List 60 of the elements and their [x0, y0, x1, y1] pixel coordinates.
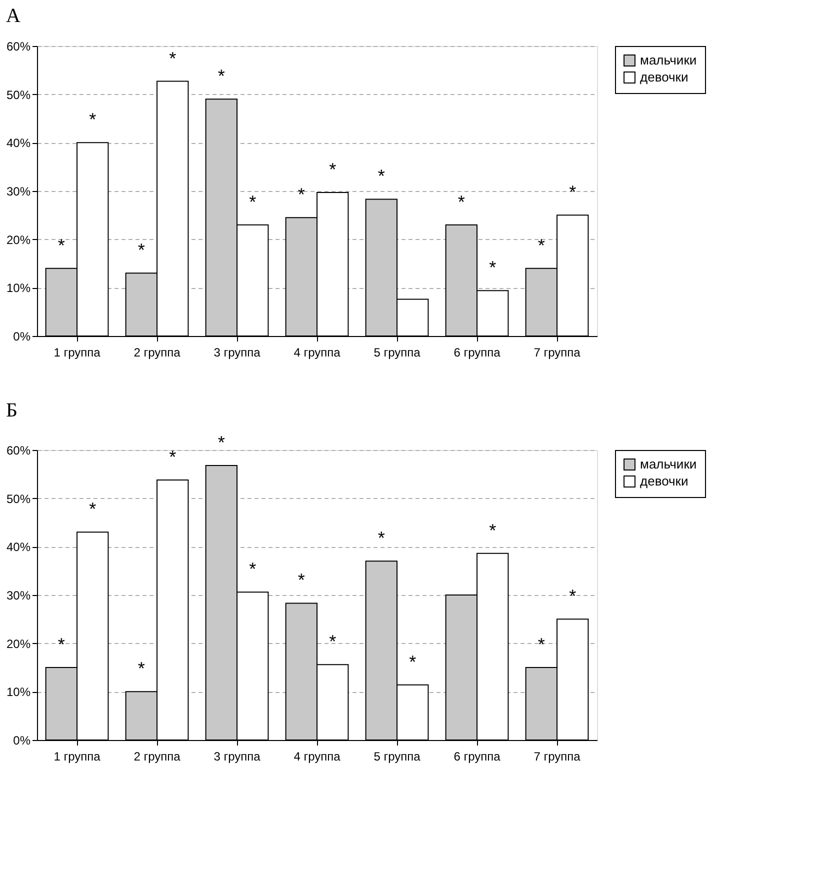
x-tick-label: 7 группа: [534, 346, 581, 360]
x-tick-label: 3 группа: [214, 750, 261, 764]
y-tick-label: 40%: [6, 136, 31, 150]
annotation: *: [298, 570, 305, 590]
y-tick-label: 30%: [6, 588, 31, 602]
y-tick-label: 40%: [6, 540, 31, 554]
y-tick-label: 10%: [6, 281, 31, 296]
x-tick-label: 1 группа: [54, 346, 101, 360]
annotation: *: [298, 184, 305, 205]
y-tick-label: 0%: [13, 734, 31, 748]
legend-label: девочки: [640, 70, 688, 84]
annotation: *: [329, 159, 336, 180]
x-tick-label: 2 группа: [134, 750, 181, 764]
annotation: *: [169, 446, 176, 467]
legend-label: девочки: [640, 474, 688, 488]
y-tick-label: 10%: [6, 685, 31, 700]
y-tick-label: 50%: [6, 88, 31, 102]
y-tick-label: 20%: [6, 232, 31, 247]
annotation: *: [378, 166, 385, 186]
annotation: *: [569, 182, 576, 202]
annotation: *: [329, 632, 336, 652]
annotation: *: [249, 192, 256, 212]
annotation: *: [58, 634, 65, 654]
annotation: *: [409, 652, 416, 672]
annotation: *: [378, 528, 385, 548]
y-tick-label: 20%: [6, 636, 31, 651]
y-tick-label: 60%: [6, 444, 31, 458]
annotation: *: [138, 240, 145, 260]
annotation: *: [169, 48, 176, 68]
legend-label: мальчики: [640, 456, 697, 472]
annotation: *: [458, 192, 465, 212]
y-tick-label: 50%: [6, 492, 31, 506]
y-tick-label: 0%: [13, 330, 31, 344]
annotation: *: [218, 66, 225, 86]
annotation: *: [138, 658, 145, 679]
x-tick-label: 1 группа: [54, 750, 101, 764]
annotation: *: [489, 258, 496, 278]
x-tick-label: 3 группа: [214, 346, 261, 360]
x-tick-label: 6 группа: [454, 750, 501, 764]
chart-title: Б: [6, 399, 18, 422]
x-tick-label: 5 группа: [374, 346, 421, 360]
x-tick-label: 7 группа: [534, 750, 581, 764]
annotation: *: [249, 559, 256, 580]
x-tick-label: 2 группа: [134, 346, 181, 360]
annotation: *: [89, 110, 96, 130]
y-tick-label: 30%: [6, 184, 31, 198]
annotation: *: [218, 432, 225, 452]
annotation: *: [89, 499, 96, 520]
annotation: *: [58, 235, 65, 256]
x-tick-label: 4 группа: [294, 750, 341, 764]
annotation: *: [538, 235, 545, 256]
x-tick-label: 6 группа: [454, 346, 501, 360]
annotation: *: [489, 520, 496, 540]
chart-title: А: [6, 5, 21, 27]
x-tick-label: 4 группа: [294, 346, 341, 360]
x-tick-label: 5 группа: [374, 750, 421, 764]
annotation: *: [538, 634, 545, 654]
legend-label: мальчики: [640, 52, 697, 68]
y-tick-label: 60%: [6, 40, 31, 54]
annotation: *: [569, 586, 576, 606]
